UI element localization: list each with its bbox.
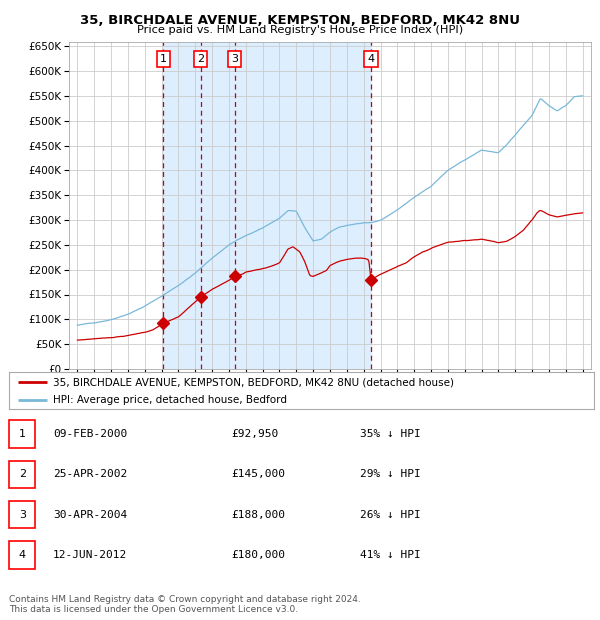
Text: 2: 2 — [19, 469, 26, 479]
Bar — [163, 42, 371, 369]
Text: 25-APR-2002: 25-APR-2002 — [53, 469, 127, 479]
Text: 12-JUN-2012: 12-JUN-2012 — [53, 550, 127, 560]
Text: 1: 1 — [19, 429, 26, 439]
Text: 4: 4 — [19, 550, 26, 560]
Text: 3: 3 — [19, 510, 26, 520]
Text: Contains HM Land Registry data © Crown copyright and database right 2024.: Contains HM Land Registry data © Crown c… — [9, 595, 361, 604]
Text: 30-APR-2004: 30-APR-2004 — [53, 510, 127, 520]
Text: 35% ↓ HPI: 35% ↓ HPI — [360, 429, 421, 439]
Text: 35, BIRCHDALE AVENUE, KEMPSTON, BEDFORD, MK42 8NU (detached house): 35, BIRCHDALE AVENUE, KEMPSTON, BEDFORD,… — [53, 377, 454, 387]
Text: 3: 3 — [231, 54, 238, 64]
Text: 29% ↓ HPI: 29% ↓ HPI — [360, 469, 421, 479]
Text: This data is licensed under the Open Government Licence v3.0.: This data is licensed under the Open Gov… — [9, 604, 298, 614]
Text: £92,950: £92,950 — [231, 429, 278, 439]
Text: 41% ↓ HPI: 41% ↓ HPI — [360, 550, 421, 560]
Text: Price paid vs. HM Land Registry's House Price Index (HPI): Price paid vs. HM Land Registry's House … — [137, 25, 463, 35]
Text: 09-FEB-2000: 09-FEB-2000 — [53, 429, 127, 439]
Text: 35, BIRCHDALE AVENUE, KEMPSTON, BEDFORD, MK42 8NU: 35, BIRCHDALE AVENUE, KEMPSTON, BEDFORD,… — [80, 14, 520, 27]
Text: HPI: Average price, detached house, Bedford: HPI: Average price, detached house, Bedf… — [53, 395, 287, 405]
Text: £188,000: £188,000 — [231, 510, 285, 520]
Text: 2: 2 — [197, 54, 204, 64]
Text: 4: 4 — [368, 54, 374, 64]
Text: £145,000: £145,000 — [231, 469, 285, 479]
Text: 1: 1 — [160, 54, 167, 64]
Text: 26% ↓ HPI: 26% ↓ HPI — [360, 510, 421, 520]
Text: £180,000: £180,000 — [231, 550, 285, 560]
